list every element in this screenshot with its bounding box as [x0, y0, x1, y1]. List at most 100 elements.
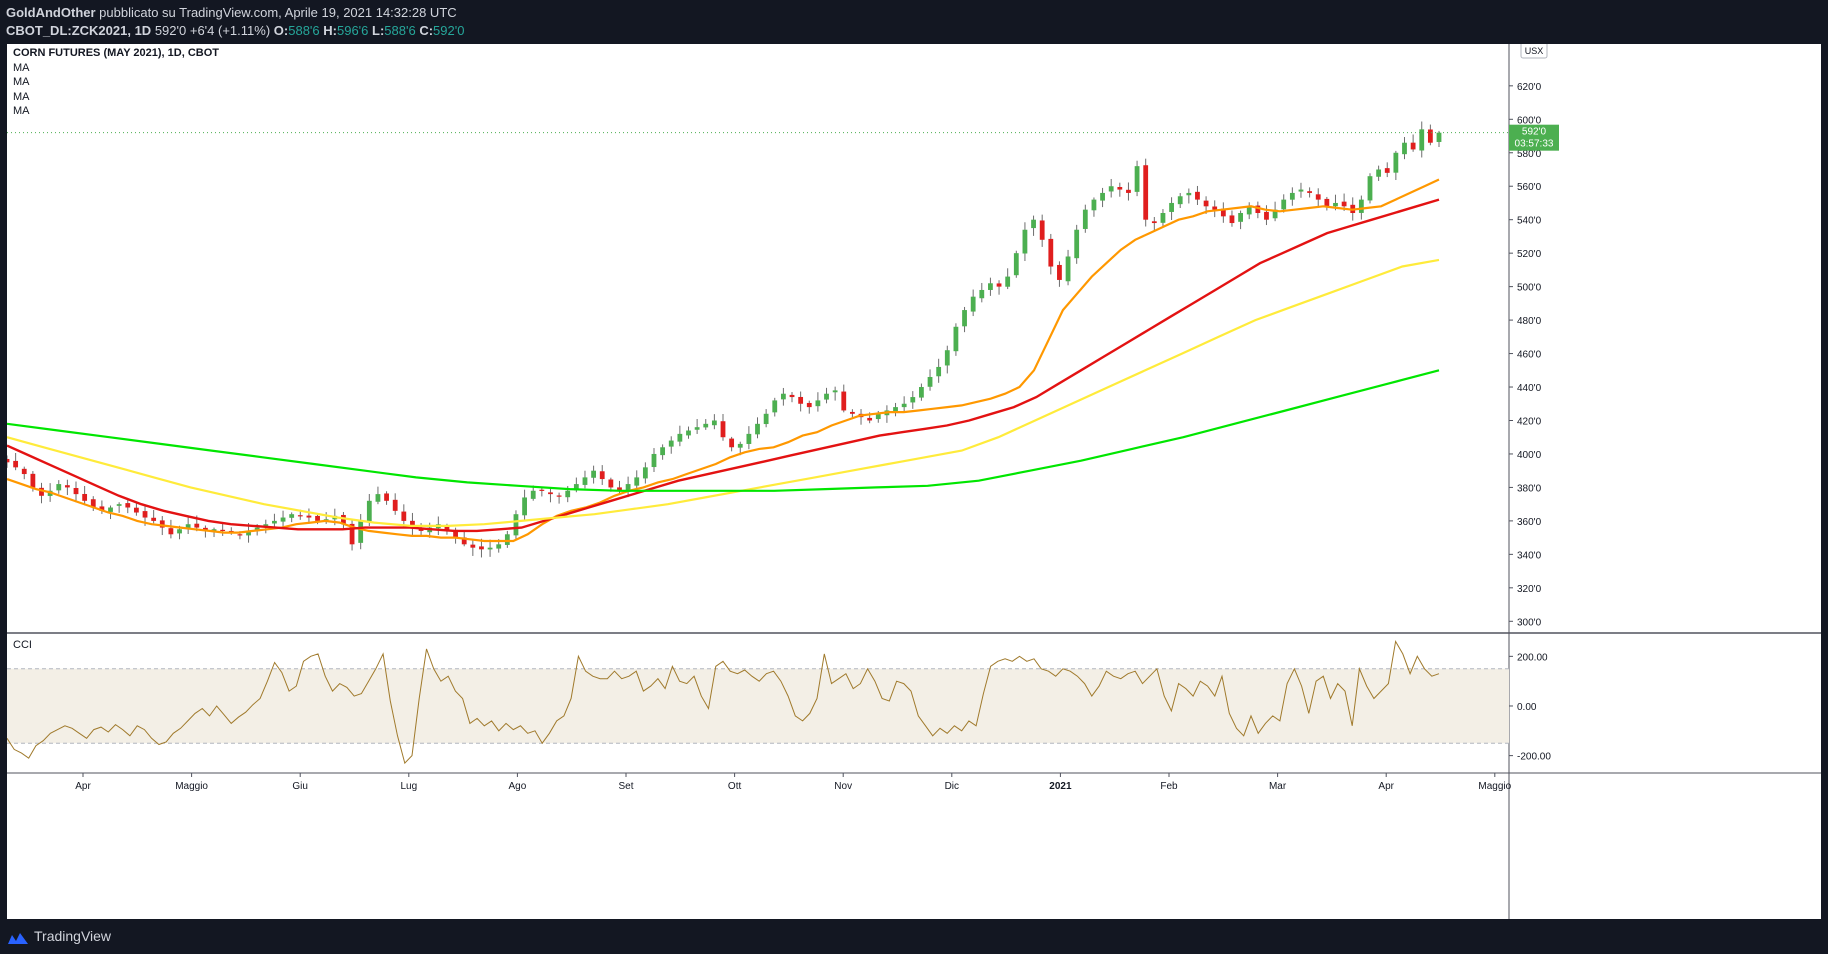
candle: [582, 470, 588, 489]
price-tick-label: 300'0: [1517, 617, 1542, 628]
price-tick-label: 580'0: [1517, 149, 1542, 160]
time-tick-label: Ott: [728, 781, 742, 792]
cci-tick-label: -200.00: [1517, 752, 1551, 763]
candle: [73, 481, 79, 503]
price-tick-label: 360'0: [1517, 517, 1542, 528]
candle: [487, 539, 493, 557]
ma-long-line: [6, 369, 1440, 492]
candle: [1057, 261, 1062, 287]
candle: [1134, 160, 1140, 197]
candle: [1427, 124, 1433, 146]
last-price-tag-value: 592'0: [1522, 127, 1547, 138]
candle: [686, 426, 691, 439]
legend-ma-3[interactable]: MA: [13, 91, 30, 103]
candle: [1315, 188, 1321, 207]
candle: [1436, 130, 1442, 148]
price-change: +6'4 (+1.11%): [189, 23, 271, 38]
footer-bar: TradingView: [0, 919, 1828, 954]
time-tick-label: Maggio: [175, 781, 208, 792]
candle: [1384, 162, 1390, 178]
candle: [832, 386, 838, 401]
candle: [962, 306, 967, 333]
candle: [530, 485, 536, 501]
candle: [1048, 233, 1054, 275]
candle: [1195, 185, 1200, 206]
candle: [1212, 200, 1218, 218]
time-tick-label: Nov: [834, 781, 852, 792]
last-price-tag: 592'0 03:57:33: [1509, 124, 1559, 151]
candle: [642, 462, 648, 484]
candle: [1074, 224, 1080, 264]
cci-tick-label: 0.00: [1517, 702, 1537, 713]
candle: [39, 482, 44, 504]
legend-ma-4[interactable]: MA: [13, 105, 30, 117]
candle: [944, 345, 950, 374]
legend-ma-2[interactable]: MA: [13, 76, 30, 88]
published-text: pubblicato su TradingView.com, Aprile 19…: [99, 5, 457, 20]
time-tick-label: Feb: [1160, 781, 1178, 792]
candle: [1246, 202, 1252, 220]
candle: [936, 358, 942, 383]
candle: [401, 504, 407, 528]
candle: [755, 417, 760, 439]
legend-ma-1[interactable]: MA: [13, 62, 30, 74]
candle: [306, 508, 312, 524]
time-tick-label: Set: [618, 781, 633, 792]
legend-title[interactable]: CORN FUTURES (MAY 2021), 1D, CBOT: [13, 47, 219, 59]
candle: [1151, 216, 1157, 231]
candle: [82, 485, 88, 506]
ma-slow-line: [6, 258, 1440, 527]
candle: [789, 392, 795, 403]
candle: [479, 538, 484, 558]
price-axis[interactable]: 300'0 320'0 340'0 360'0 380'0 400'0 420'0 440'0…: [1509, 82, 1542, 628]
candle: [1117, 182, 1123, 197]
candle: [988, 277, 993, 296]
low-value: 588'6: [384, 23, 416, 38]
candle: [1126, 182, 1131, 201]
candle: [919, 383, 924, 401]
candle: [677, 425, 683, 447]
candle: [1324, 196, 1330, 211]
chart-svg[interactable]: 300'0 320'0 340'0 360'0 380'0 400'0 420'0 440'0…: [4, 41, 1821, 919]
ma-fast-line: [6, 178, 1440, 543]
author-name[interactable]: GoldAndOther: [6, 5, 96, 20]
chart-panel: 300'0 320'0 340'0 360'0 380'0 400'0 420'0 440'0…: [4, 41, 1821, 919]
time-tick-label: Giu: [292, 781, 308, 792]
candle: [729, 436, 735, 452]
candle: [341, 511, 346, 529]
candle: [634, 470, 640, 490]
candle: [1419, 121, 1425, 158]
candle: [841, 384, 847, 413]
price-tick-label: 480'0: [1517, 316, 1542, 327]
price-tick-label: 420'0: [1517, 416, 1542, 427]
time-axis[interactable]: Apr Maggio Giu Lug Ago Set Ott Nov Dic 2021 Feb Mar…: [75, 773, 1512, 792]
candle: [1393, 150, 1399, 181]
time-tick-label: Lug: [400, 781, 417, 792]
candle: [1160, 209, 1166, 227]
candle: [1238, 210, 1243, 230]
tradingview-logo-icon[interactable]: [7, 931, 29, 945]
candle: [21, 466, 27, 480]
candle: [694, 418, 700, 434]
currency-badge-text: USX: [1525, 46, 1544, 56]
tradingview-brand[interactable]: TradingView: [34, 928, 112, 944]
cci-axis[interactable]: -200.00 0.00 200.00: [1509, 652, 1551, 763]
symbol-label[interactable]: CBOT_DL:ZCK2021, 1D: [6, 23, 152, 38]
candle: [392, 493, 398, 515]
candle: [1289, 187, 1295, 206]
open-value: 588'6: [288, 23, 320, 38]
candle: [651, 448, 657, 473]
candle: [953, 323, 959, 356]
candle: [1376, 165, 1382, 181]
candle: [1186, 188, 1192, 204]
candle: [168, 519, 174, 539]
candle: [720, 414, 726, 441]
candle: [625, 476, 631, 498]
time-tick-label: Apr: [1378, 781, 1394, 792]
price-tick-label: 320'0: [1517, 584, 1542, 595]
candle: [410, 512, 415, 536]
candle: [1091, 197, 1097, 217]
candle: [824, 387, 829, 404]
cci-title[interactable]: CCI: [13, 639, 32, 651]
candle: [746, 426, 752, 450]
